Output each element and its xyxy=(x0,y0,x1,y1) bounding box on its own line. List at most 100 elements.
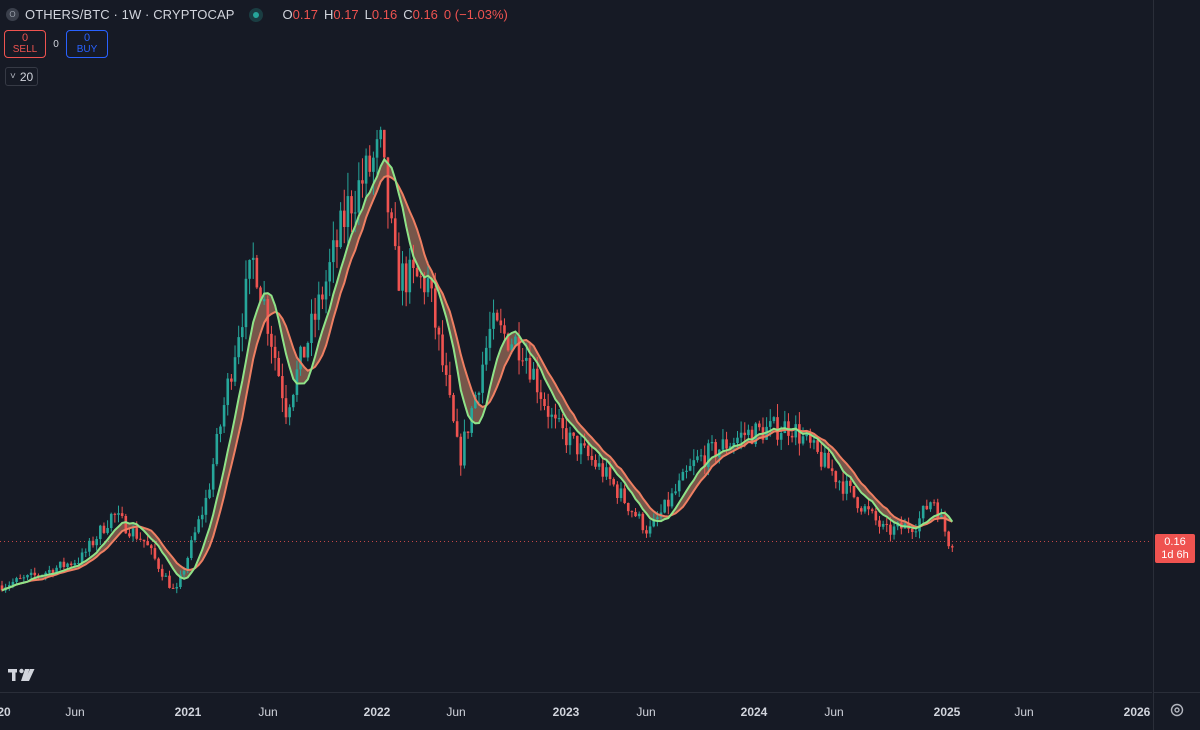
candle-body xyxy=(353,212,357,214)
candle-body xyxy=(750,429,754,444)
symbol-title[interactable]: OTHERS/BTC · 1W · CRYPTOCAP xyxy=(25,7,235,22)
candle-body xyxy=(29,572,33,576)
candle-body xyxy=(288,407,291,418)
candle-body xyxy=(419,276,423,278)
candle-body xyxy=(135,528,139,539)
candle-body xyxy=(830,468,834,472)
candle-body xyxy=(692,460,696,467)
candle-body xyxy=(375,139,379,158)
candle-body xyxy=(0,585,4,591)
candle-body xyxy=(404,263,408,293)
candle-body xyxy=(586,445,590,456)
candle-body xyxy=(131,528,135,537)
candle-body xyxy=(22,577,26,579)
candle-body xyxy=(910,528,914,532)
candle-body xyxy=(233,357,237,382)
candle-body xyxy=(481,364,484,393)
candle-body xyxy=(430,278,433,289)
candle-body xyxy=(117,513,120,515)
candle-body xyxy=(809,433,812,443)
ohlc-values: O0.17 H0.17 L0.16 C0.16 xyxy=(277,7,438,22)
candle-body xyxy=(157,558,160,569)
buy-label: BUY xyxy=(76,44,98,55)
ohlc-key: L xyxy=(364,7,372,22)
candle-body xyxy=(550,414,554,417)
candle-body xyxy=(335,240,339,248)
candle-body xyxy=(688,466,692,471)
candle-body xyxy=(725,439,728,449)
candle-body xyxy=(721,439,725,450)
candle-body xyxy=(667,499,670,507)
candle-body xyxy=(124,515,128,534)
candle-body xyxy=(630,511,634,513)
candle-body xyxy=(171,587,175,589)
candle-body xyxy=(656,517,659,520)
candle-body xyxy=(685,470,688,472)
candle-body xyxy=(452,395,455,422)
candle-body xyxy=(583,443,586,446)
candle-body xyxy=(332,240,335,263)
candle-body xyxy=(790,435,794,438)
candle-body xyxy=(779,433,783,440)
candle-body xyxy=(179,574,182,588)
candle-body xyxy=(95,539,98,546)
time-axis-label: Jun xyxy=(65,705,85,719)
candle-body xyxy=(554,414,557,419)
candle-body xyxy=(463,431,466,466)
candle-body xyxy=(200,514,204,520)
symbol-logo-icon: O xyxy=(6,8,19,21)
candle-body xyxy=(707,443,710,468)
tradingview-logo-icon[interactable] xyxy=(8,667,36,688)
candle-body xyxy=(299,346,302,370)
candle-body xyxy=(510,344,514,351)
slow-moving-average xyxy=(1,174,953,592)
candle-body xyxy=(426,278,430,293)
indicator-toggle[interactable]: ˅ 20 xyxy=(5,67,39,86)
time-axis-label: 2024 xyxy=(740,705,768,719)
sell-label: SELL xyxy=(12,44,38,55)
candle-body xyxy=(557,418,561,420)
candle-body xyxy=(601,463,605,477)
candle-body xyxy=(251,257,255,260)
candle-body xyxy=(237,337,240,358)
candle-body xyxy=(48,569,51,573)
candle-body xyxy=(379,129,382,140)
candle-body xyxy=(514,336,517,345)
candle-body xyxy=(892,526,896,535)
candle-body xyxy=(677,480,681,492)
candle-body xyxy=(412,259,415,268)
time-axis[interactable]: 20 Jun 2021 Jun 2022 Jun 2023 Jun 2024 Jun 2025 Jun… xyxy=(0,692,1152,730)
time-axis-label: 2025 xyxy=(933,705,961,719)
price-chart[interactable] xyxy=(0,0,1152,692)
bar-countdown: 1d 6h xyxy=(1161,549,1189,561)
candle-body xyxy=(364,155,368,184)
candle-body xyxy=(58,561,62,568)
buy-button[interactable]: 0 BUY xyxy=(66,30,108,58)
candle-body xyxy=(605,467,608,477)
candle-body xyxy=(488,328,492,348)
candle-body xyxy=(153,548,157,559)
candle-body xyxy=(273,346,277,358)
ohlc-key: H xyxy=(323,7,334,22)
candle-body xyxy=(383,129,386,158)
candle-body xyxy=(947,531,950,547)
candle-body xyxy=(648,526,652,534)
candle-body xyxy=(146,541,149,546)
candle-body xyxy=(346,196,350,228)
candle-body xyxy=(532,368,535,380)
candle-body xyxy=(284,398,288,418)
candle-body xyxy=(834,471,838,483)
candle-body xyxy=(88,540,91,552)
ma-ribbon-fill xyxy=(2,159,953,591)
price-change: 0 (−1.03%) xyxy=(443,7,508,22)
candle-body xyxy=(99,525,102,540)
candle-body xyxy=(7,585,11,588)
candle-body xyxy=(15,578,18,582)
price-axis[interactable] xyxy=(1153,0,1200,692)
candle-body xyxy=(44,572,47,576)
gear-icon[interactable] xyxy=(1169,702,1185,723)
sell-button[interactable]: 0 SELL xyxy=(4,30,46,58)
candle-body xyxy=(641,513,645,531)
candle-body xyxy=(852,485,856,498)
candle-body xyxy=(572,432,575,436)
